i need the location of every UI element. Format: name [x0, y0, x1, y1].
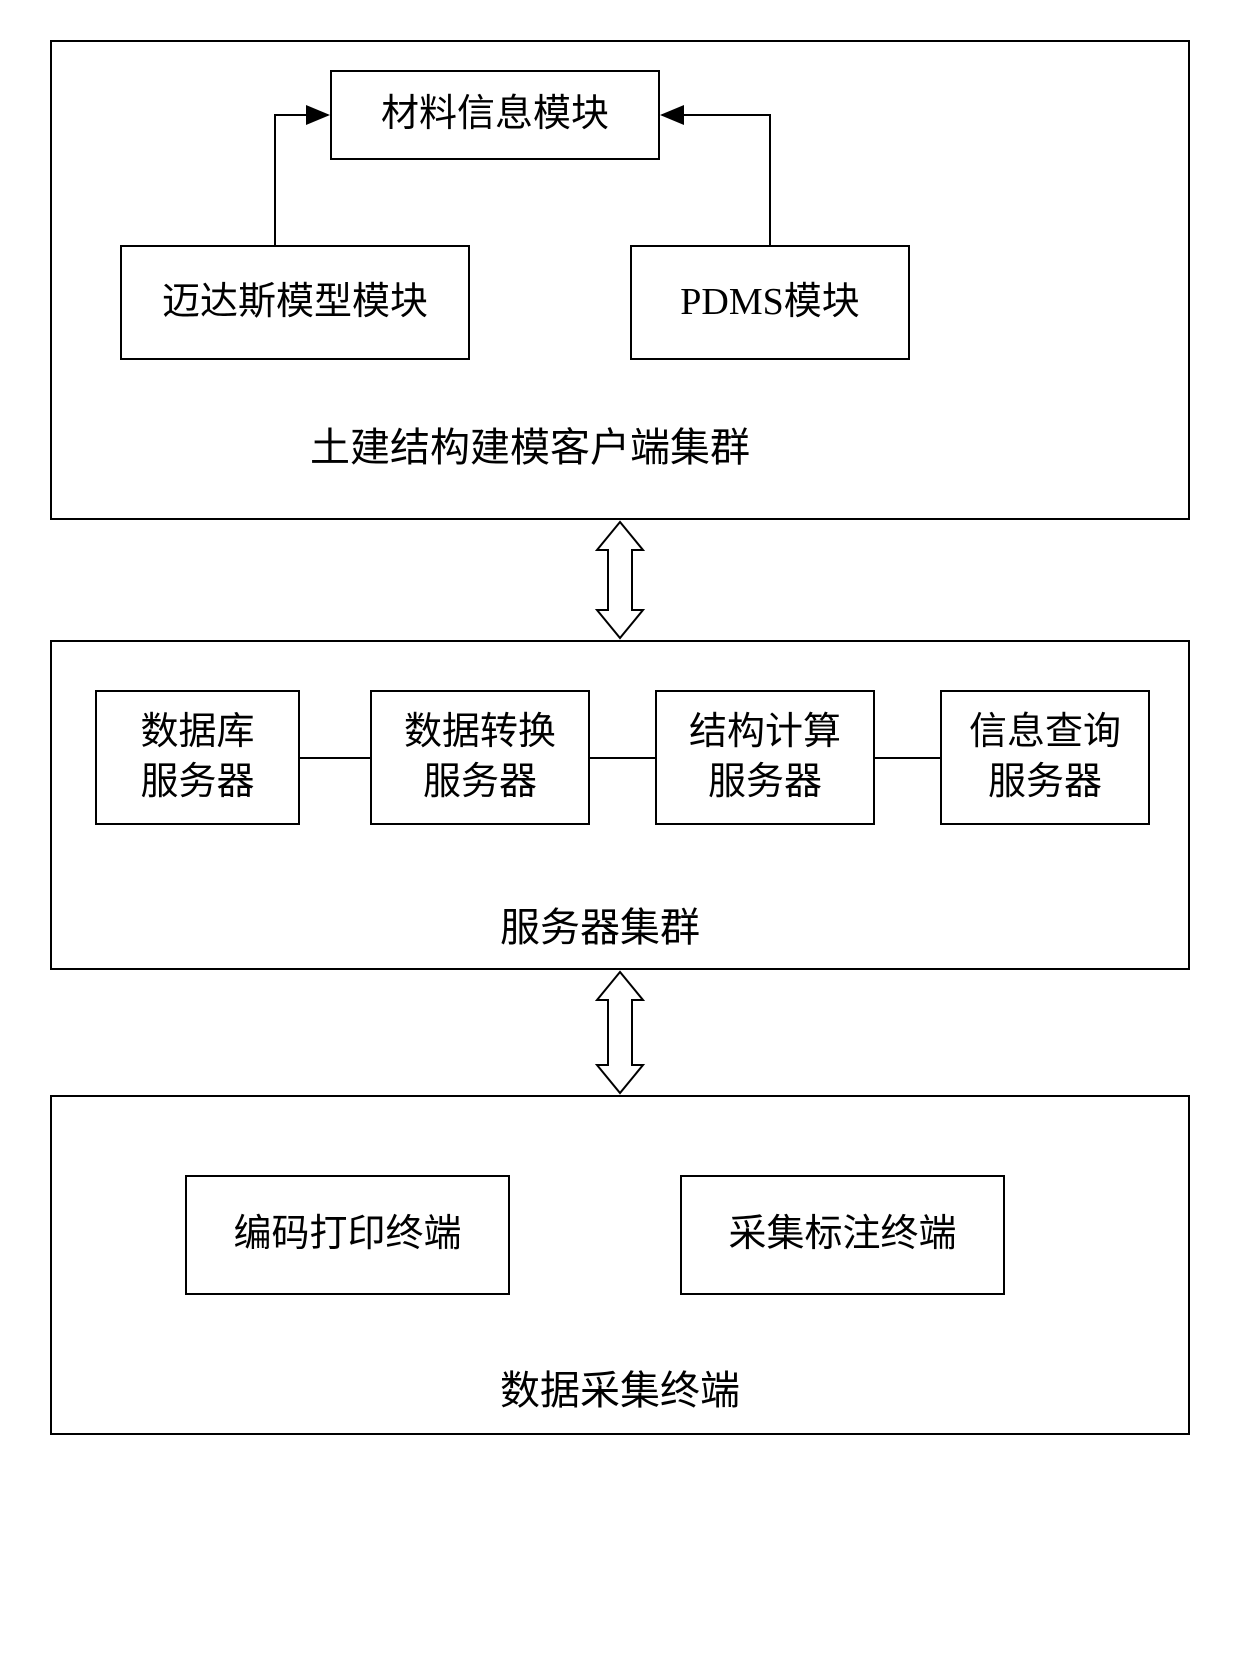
encode-print-terminal: 编码打印终端	[185, 1175, 510, 1295]
struct-calc-label: 结构计算 服务器	[689, 708, 841, 807]
encode-print-label: 编码打印终端	[233, 1210, 461, 1259]
info-query-label: 信息查询 服务器	[969, 708, 1121, 807]
material-info-label: 材料信息模块	[381, 90, 609, 139]
diagram-canvas: 土建结构建模客户端集群 材料信息模块 迈达斯模型模块 PDMS模块 服务器集群 …	[0, 0, 1240, 1672]
data-convert-label: 数据转换 服务器	[404, 708, 556, 807]
midas-model-label: 迈达斯模型模块	[162, 278, 428, 327]
db-server: 数据库 服务器	[95, 690, 300, 825]
struct-calc-server: 结构计算 服务器	[655, 690, 875, 825]
cluster3-label: 数据采集终端	[500, 1358, 740, 1416]
cluster1-label: 土建结构建模客户端集群	[310, 415, 750, 473]
pdms-label: PDMS模块	[680, 278, 860, 327]
pdms-module: PDMS模块	[630, 245, 910, 360]
db-server-label: 数据库 服务器	[140, 708, 254, 807]
info-query-server: 信息查询 服务器	[940, 690, 1150, 825]
midas-model-module: 迈达斯模型模块	[120, 245, 470, 360]
double-arrow-1-2	[597, 522, 643, 638]
material-info-module: 材料信息模块	[330, 70, 660, 160]
cluster2-label: 服务器集群	[500, 895, 700, 953]
data-convert-server: 数据转换 服务器	[370, 690, 590, 825]
double-arrow-2-3	[597, 972, 643, 1093]
collect-annotate-label: 采集标注终端	[728, 1210, 956, 1259]
collect-annotate-terminal: 采集标注终端	[680, 1175, 1005, 1295]
